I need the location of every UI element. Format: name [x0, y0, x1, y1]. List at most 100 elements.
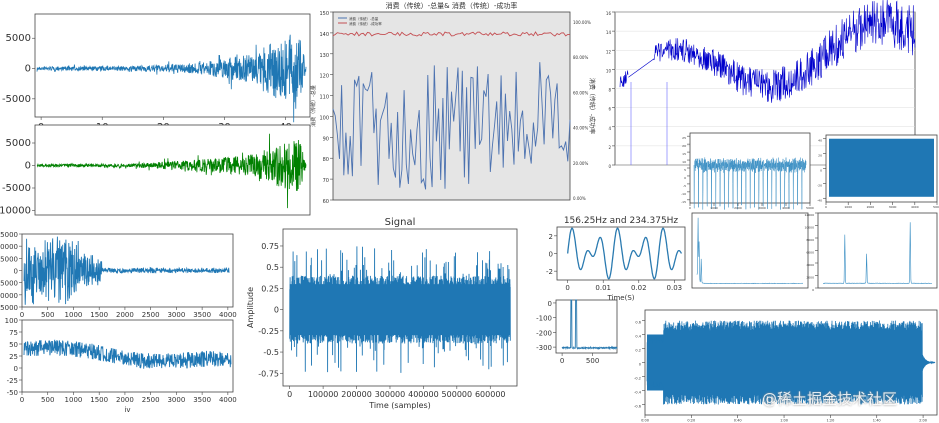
- tick-label: 0: [608, 164, 611, 169]
- tick-label: 14: [606, 30, 612, 35]
- tick-label: 80: [323, 157, 329, 163]
- tick-label: 3000: [167, 396, 185, 404]
- tick-label: 16: [606, 11, 612, 16]
- tick-label: -15: [681, 200, 686, 204]
- tick-label: 0:00: [641, 419, 649, 423]
- tick-label: 0: [25, 161, 31, 172]
- tick-label: 60.00%: [573, 90, 588, 95]
- tick-label: 20: [682, 144, 686, 148]
- chart-p2: [32, 124, 311, 216]
- tick-label: 0.2: [635, 349, 641, 353]
- tick-label: -10000: [0, 292, 18, 300]
- tick-label: -0.25: [258, 327, 279, 336]
- chart-p9: [280, 228, 518, 389]
- tick-label: 6: [608, 107, 611, 112]
- tick-label: -5000: [0, 280, 18, 288]
- tick-label: 4000: [219, 311, 237, 319]
- tick-label: 5000: [6, 138, 31, 149]
- tick-label: 2000: [116, 311, 134, 319]
- series-line: [23, 339, 232, 369]
- x-axis-label: Time (samples): [368, 401, 431, 410]
- tick-label: 0: [825, 205, 827, 209]
- y-axis-label: Amplitude: [246, 287, 255, 328]
- tick-label: 0: [565, 284, 569, 292]
- tick-label: 4: [608, 126, 611, 131]
- tick-label: 1500: [90, 396, 108, 404]
- chart-p14: [642, 309, 938, 418]
- tick-label: -5: [683, 184, 686, 188]
- series-line: [561, 299, 618, 351]
- chart-title: Signal: [385, 217, 416, 228]
- tick-label: 0: [287, 390, 292, 399]
- tick-label: 3500: [193, 396, 211, 404]
- tick-label: 500: [41, 396, 54, 404]
- tick-label: 90: [323, 136, 329, 142]
- tick-label: 0: [20, 311, 24, 319]
- tick-label: 3000: [758, 206, 766, 210]
- tick-label: 4000: [219, 396, 237, 404]
- tick-label: 100.00%: [573, 20, 591, 25]
- series-line: [619, 70, 629, 88]
- tick-label: 4000: [782, 206, 790, 210]
- plot-area: [34, 124, 311, 216]
- chart-p8: [19, 319, 234, 395]
- chart-title: 156.25Hz and 234.375Hz: [564, 216, 679, 226]
- tick-label: 2500: [142, 311, 160, 319]
- tick-label: 5000: [933, 205, 939, 209]
- x-axis-label: Time(S): [606, 294, 634, 302]
- tick-label: 8000: [806, 238, 814, 242]
- tick-label: 100: [319, 115, 329, 121]
- tick-label: 12: [606, 49, 612, 54]
- tick-label: -0.2: [634, 377, 641, 381]
- tick-label: 20.00%: [573, 161, 588, 166]
- tick-label: -20: [817, 183, 822, 187]
- tick-label: 0.4: [635, 335, 641, 339]
- chart-title: 消费（传统）-总量& 消费（传统）-成功率: [386, 1, 518, 10]
- tick-label: 140: [319, 32, 329, 38]
- tick-label: -5000: [2, 183, 31, 194]
- tick-label: 3000: [167, 311, 185, 319]
- tick-label: 150: [319, 11, 329, 17]
- tick-label: 2: [608, 145, 611, 150]
- tick-label: 5000: [806, 206, 814, 210]
- tick-label: 100000: [308, 390, 339, 399]
- chart-p1: [32, 13, 311, 123]
- sine-line: [567, 227, 682, 280]
- tick-label: 0: [820, 169, 822, 173]
- tick-label: 1:20: [826, 419, 834, 423]
- series-line: [23, 236, 230, 305]
- chart-p5: [687, 132, 811, 210]
- plot-area: [555, 299, 618, 354]
- chart-p6: [823, 134, 938, 205]
- chart-p3: [330, 11, 571, 201]
- tick-label: 0.5: [266, 263, 279, 272]
- legend-entry: 消费（传统）-成功率: [349, 21, 382, 26]
- tick-label: 0.01: [595, 284, 611, 292]
- tick-label: 2000: [116, 396, 134, 404]
- tick-label: 75: [9, 329, 18, 337]
- tick-label: 500000: [442, 390, 473, 399]
- y-axis-label: 消费（传统）-总量: [310, 85, 317, 127]
- spectrum-line: [696, 217, 803, 285]
- tick-label: 0:20: [687, 419, 695, 423]
- tick-label: 0: [689, 206, 691, 210]
- tick-label: 0: [639, 363, 641, 367]
- tick-label: 0: [20, 396, 24, 404]
- tick-label: 8: [608, 88, 611, 93]
- series-line: [628, 0, 916, 103]
- tick-label: 0: [812, 288, 814, 292]
- tick-label: 4000: [806, 263, 814, 267]
- signal-line: [36, 133, 307, 209]
- tick-label: 70: [323, 178, 329, 184]
- tick-label: 100: [5, 317, 18, 325]
- tick-label: -10: [681, 192, 686, 196]
- tick-label: 0: [560, 357, 564, 365]
- tick-label: 0: [549, 251, 553, 259]
- tick-label: 0: [14, 365, 18, 373]
- audio-waveform: [646, 320, 923, 405]
- tick-label: 0.03: [667, 284, 683, 292]
- tick-label: -0.6: [634, 405, 641, 409]
- tick-label: -0.5: [263, 348, 279, 357]
- tick-label: 130: [319, 53, 329, 59]
- tick-label: 0.00%: [573, 196, 586, 201]
